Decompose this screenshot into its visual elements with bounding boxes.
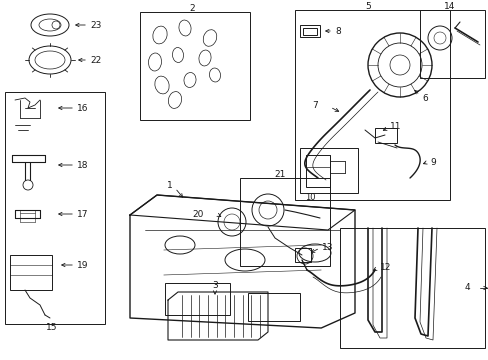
Text: 9: 9 <box>429 158 435 166</box>
Bar <box>140 12 249 120</box>
Text: 17: 17 <box>77 210 88 219</box>
Text: 14: 14 <box>444 1 455 10</box>
Text: 22: 22 <box>90 55 101 64</box>
Text: 16: 16 <box>77 104 88 113</box>
Text: 3: 3 <box>212 282 218 291</box>
Text: 5: 5 <box>365 1 370 10</box>
Text: 7: 7 <box>312 100 317 109</box>
Text: 18: 18 <box>77 161 88 170</box>
Text: 12: 12 <box>379 262 390 271</box>
Bar <box>164 283 229 315</box>
Bar <box>419 10 484 78</box>
Bar <box>374 128 396 143</box>
Text: 1: 1 <box>167 180 173 189</box>
Bar <box>339 228 484 348</box>
Bar <box>247 293 299 321</box>
Bar <box>294 10 449 200</box>
Text: 23: 23 <box>90 21 101 30</box>
Text: 8: 8 <box>334 27 340 36</box>
Text: 11: 11 <box>389 122 401 131</box>
Text: 10: 10 <box>305 193 315 202</box>
Text: 20: 20 <box>192 210 203 219</box>
Bar <box>5 92 105 324</box>
Text: 13: 13 <box>321 243 333 252</box>
Text: 19: 19 <box>77 261 88 270</box>
Text: 4: 4 <box>464 284 469 292</box>
Bar <box>303 28 316 35</box>
Bar <box>240 178 329 266</box>
Bar <box>10 255 52 290</box>
Text: 21: 21 <box>274 170 285 179</box>
Text: 15: 15 <box>46 324 58 333</box>
Text: 6: 6 <box>421 94 427 103</box>
Bar <box>294 248 310 262</box>
Bar <box>305 155 329 187</box>
Text: 2: 2 <box>189 4 194 13</box>
Bar <box>299 148 357 193</box>
Bar <box>299 25 319 37</box>
